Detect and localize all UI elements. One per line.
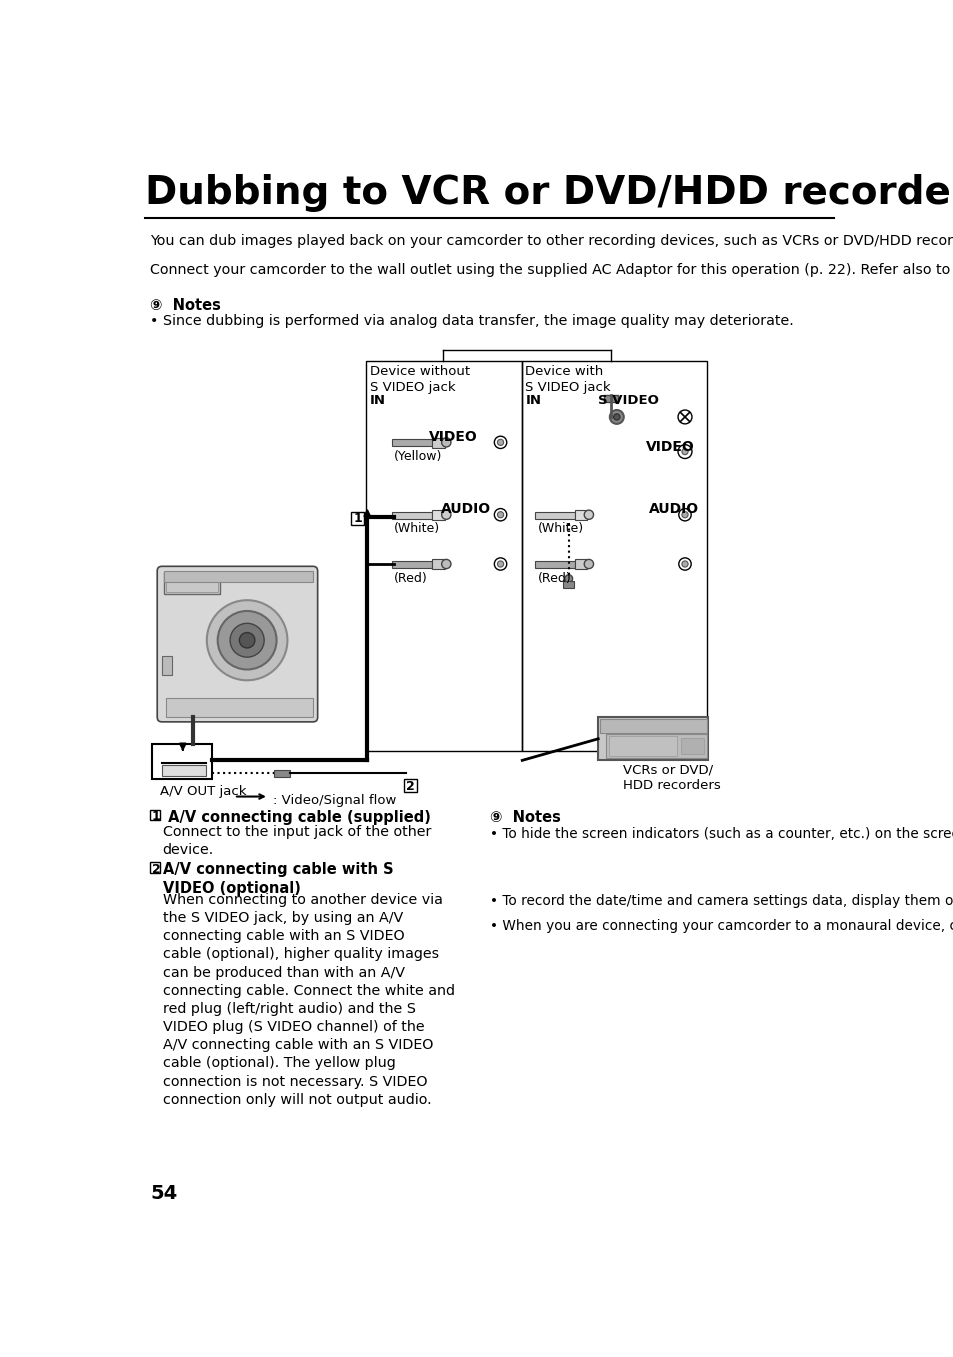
- Text: 1: 1: [353, 513, 362, 525]
- Circle shape: [609, 410, 623, 423]
- Bar: [534, 512, 575, 518]
- Circle shape: [494, 558, 506, 570]
- Bar: [351, 512, 364, 525]
- Text: VIDEO: VIDEO: [645, 440, 695, 455]
- Text: • To hide the screen indicators (such as a counter, etc.) on the screen of the m: • To hide the screen indicators (such as…: [489, 826, 953, 840]
- Text: (Red): (Red): [394, 571, 428, 585]
- Bar: [432, 559, 444, 570]
- Bar: [166, 574, 218, 593]
- Text: VIDEO: VIDEO: [429, 430, 477, 444]
- Text: 2: 2: [406, 780, 415, 792]
- Circle shape: [583, 510, 593, 520]
- Text: A/V connecting cable (supplied): A/V connecting cable (supplied): [162, 810, 430, 825]
- Circle shape: [230, 623, 264, 657]
- Bar: [432, 510, 444, 520]
- Text: • Since dubbing is performed via analog data transfer, the image quality may det: • Since dubbing is performed via analog …: [150, 313, 793, 328]
- Circle shape: [239, 632, 254, 647]
- Circle shape: [207, 600, 287, 680]
- Text: ⑨  Notes: ⑨ Notes: [489, 810, 560, 825]
- Circle shape: [494, 509, 506, 521]
- Text: (Yellow): (Yellow): [394, 451, 442, 463]
- Text: • When you are connecting your camcorder to a monaural device, connect the yello: • When you are connecting your camcorder…: [489, 919, 953, 934]
- Text: Connect your camcorder to the wall outlet using the supplied AC Adaptor for this: Connect your camcorder to the wall outle…: [150, 263, 953, 277]
- Circle shape: [681, 512, 687, 518]
- Circle shape: [678, 445, 691, 459]
- Circle shape: [441, 438, 451, 446]
- Text: (Red): (Red): [537, 571, 571, 585]
- Text: Dubbing to VCR or DVD/HDD recorders: Dubbing to VCR or DVD/HDD recorders: [145, 175, 953, 213]
- Bar: [150, 862, 160, 873]
- Text: IN: IN: [369, 394, 385, 407]
- Text: Device without
S VIDEO jack: Device without S VIDEO jack: [369, 365, 469, 395]
- Circle shape: [494, 436, 506, 449]
- Circle shape: [679, 509, 691, 521]
- Circle shape: [497, 560, 503, 567]
- Text: AUDIO: AUDIO: [648, 502, 698, 516]
- Bar: [605, 734, 706, 759]
- Bar: [164, 573, 220, 594]
- Bar: [274, 771, 290, 776]
- Circle shape: [583, 559, 593, 569]
- Bar: [608, 737, 677, 756]
- Bar: [562, 581, 574, 588]
- Text: AUDIO: AUDIO: [440, 502, 491, 516]
- Bar: [599, 719, 706, 733]
- Text: A/V connecting cable with S
VIDEO (optional): A/V connecting cable with S VIDEO (optio…: [162, 862, 393, 896]
- Bar: [680, 738, 703, 754]
- Text: (White): (White): [394, 522, 440, 536]
- Bar: [575, 559, 587, 570]
- Text: IN: IN: [525, 394, 540, 407]
- Text: 54: 54: [150, 1183, 177, 1202]
- Circle shape: [678, 410, 691, 423]
- Bar: [365, 361, 521, 752]
- Bar: [152, 744, 212, 779]
- Text: : Video/Signal flow: : Video/Signal flow: [273, 794, 395, 807]
- Bar: [403, 779, 416, 792]
- Bar: [162, 655, 172, 674]
- Bar: [162, 765, 206, 776]
- Text: Device with
S VIDEO jack: Device with S VIDEO jack: [525, 365, 610, 395]
- Bar: [575, 510, 587, 520]
- Text: • To record the date/time and camera settings data, display them on the screen (: • To record the date/time and camera set…: [489, 894, 953, 908]
- Bar: [150, 810, 160, 821]
- Circle shape: [217, 611, 276, 669]
- Circle shape: [497, 512, 503, 518]
- Bar: [392, 440, 432, 446]
- Circle shape: [441, 559, 451, 569]
- Bar: [598, 718, 707, 760]
- Circle shape: [681, 560, 687, 567]
- Bar: [534, 560, 575, 567]
- Circle shape: [679, 558, 691, 570]
- Bar: [164, 571, 313, 582]
- FancyBboxPatch shape: [157, 566, 317, 722]
- Text: 2: 2: [152, 863, 160, 875]
- Text: ⑨  Notes: ⑨ Notes: [150, 297, 221, 312]
- Circle shape: [497, 440, 503, 445]
- Circle shape: [441, 510, 451, 520]
- Text: You can dub images played back on your camcorder to other recording devices, suc: You can dub images played back on your c…: [150, 233, 953, 248]
- Text: VCRs or DVD/
HDD recorders: VCRs or DVD/ HDD recorders: [622, 764, 720, 792]
- Text: (White): (White): [537, 522, 583, 536]
- Circle shape: [681, 449, 687, 455]
- Bar: [604, 395, 617, 402]
- Text: 1: 1: [152, 810, 160, 824]
- Circle shape: [613, 414, 619, 421]
- Bar: [392, 512, 432, 518]
- Text: S VIDEO: S VIDEO: [598, 394, 659, 407]
- Bar: [521, 361, 706, 752]
- Text: When connecting to another device via
the S VIDEO jack, by using an A/V
connecti: When connecting to another device via th…: [162, 893, 455, 1107]
- Bar: [166, 697, 313, 718]
- Bar: [432, 438, 444, 448]
- Text: Connect to the input jack of the other
device.: Connect to the input jack of the other d…: [162, 825, 431, 858]
- Text: A/V OUT jack: A/V OUT jack: [159, 784, 246, 798]
- Circle shape: [564, 575, 572, 582]
- Bar: [392, 560, 432, 567]
